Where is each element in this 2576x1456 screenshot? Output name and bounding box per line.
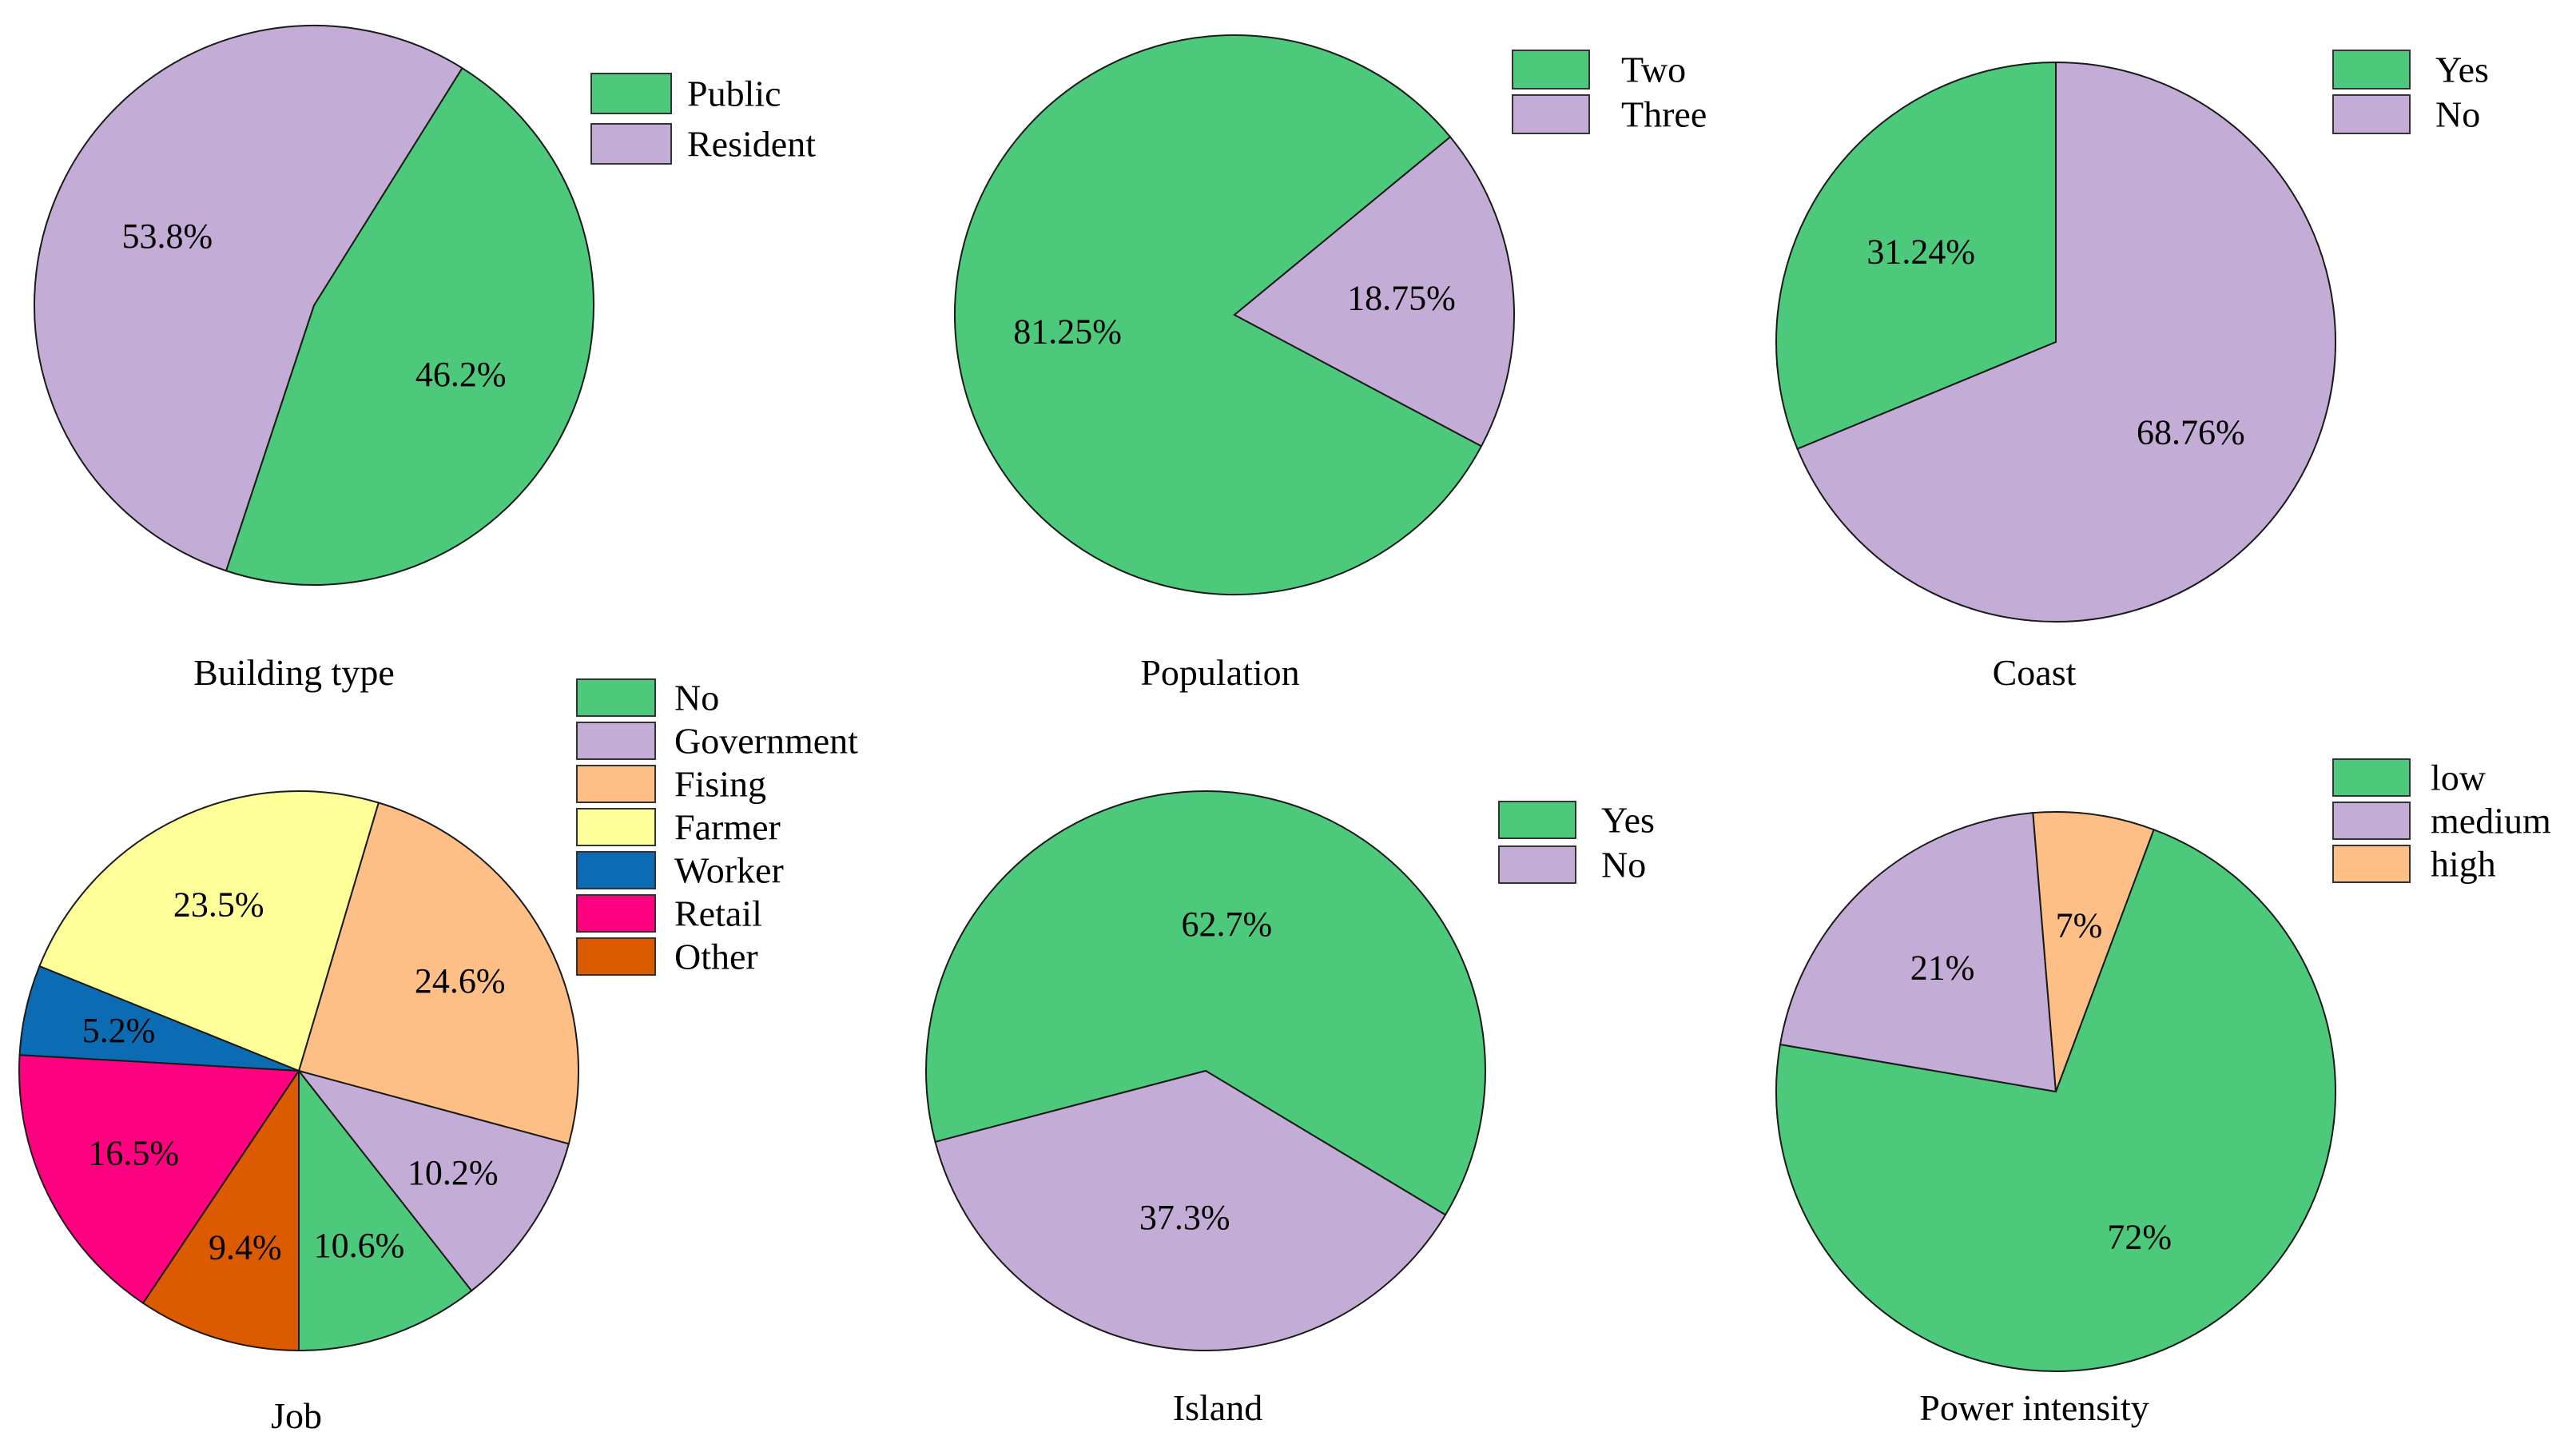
- pie-slice-retail: [18, 1054, 300, 1305]
- slice-value-label: 23.5%: [173, 885, 264, 924]
- legend-label: No: [2435, 94, 2480, 135]
- chart-title: Coast: [1993, 652, 2077, 693]
- legend-label: high: [2431, 844, 2496, 885]
- legend-swatch-public: [590, 73, 672, 114]
- legend-label: Public: [687, 74, 781, 114]
- pie-slice-no: [298, 1068, 473, 1352]
- legend-swatch-medium: [2332, 802, 2411, 840]
- pie-slice-low: [1775, 828, 2336, 1372]
- legend-swatch-yes: [1498, 801, 1576, 839]
- legend-label: Other: [674, 937, 758, 977]
- pie-slice-public: [225, 66, 595, 586]
- slice-value-label: 10.2%: [407, 1153, 499, 1192]
- slice-value-label: 9.4%: [209, 1228, 282, 1267]
- pie-slice-no: [1796, 61, 2336, 623]
- legend-swatch-no: [2332, 94, 2411, 134]
- slice-value-label: 68.76%: [2137, 412, 2245, 452]
- chart-title: Building type: [193, 652, 395, 693]
- legend-swatch-three: [1512, 94, 1590, 134]
- pie-slice-fising: [297, 802, 579, 1145]
- pie-slice-two: [954, 34, 1483, 595]
- slice-value-label: 7%: [2056, 906, 2103, 945]
- pie-slice-farmer: [38, 790, 380, 1072]
- legend-swatch-retail: [576, 894, 656, 933]
- legend-label: Two: [1621, 50, 1686, 90]
- chart-title: Population: [1140, 652, 1299, 693]
- slice-value-label: 21%: [1910, 949, 1975, 988]
- legend-swatch-worker: [576, 851, 656, 889]
- legend-label: Yes: [2435, 50, 2489, 90]
- legend-label: No: [1601, 845, 1646, 885]
- legend-label: Farmer: [674, 807, 781, 848]
- pie-slice-high: [2032, 811, 2155, 1092]
- legend-swatch-low: [2332, 758, 2411, 797]
- legend-swatch-no: [1498, 845, 1576, 884]
- legend-swatch-farmer: [576, 808, 656, 846]
- legend-label: Yes: [1601, 800, 1655, 841]
- legend-label: Government: [674, 721, 858, 762]
- legend-label: Worker: [674, 850, 784, 891]
- legend: Public Resident: [590, 73, 816, 165]
- legend-label: low: [2431, 758, 2487, 798]
- legend-swatch-resident: [590, 123, 672, 165]
- legend-swatch-yes: [2332, 50, 2411, 90]
- chart-title: Island: [1173, 1387, 1262, 1428]
- slice-value-label: 46.2%: [415, 355, 507, 394]
- legend: NoGovernmentFisingFarmerWorkerRetailOthe…: [576, 678, 858, 977]
- legend-swatch-high: [2332, 845, 2411, 883]
- legend-label: Three: [1621, 94, 1707, 135]
- legend-swatch-two: [1512, 50, 1590, 90]
- legend-label: No: [674, 678, 719, 718]
- slice-value-label: 5.2%: [82, 1011, 156, 1050]
- pie-slice-yes: [1775, 61, 2057, 451]
- slice-value-label: 81.25%: [1013, 312, 1122, 352]
- legend-swatch-fising: [576, 765, 656, 803]
- pie-slice-medium: [1779, 812, 2057, 1093]
- pie-slice-yes: [925, 790, 1486, 1216]
- chart-title: Power intensity: [1919, 1387, 2149, 1428]
- pie-chart-job: 10.6%10.2% 24.6% 23.5% 5.2% 16.5% 9.4% Job NoGo…: [18, 678, 858, 1436]
- pie-slice-other: [141, 1068, 300, 1352]
- pie-slice-no: [934, 1069, 1447, 1351]
- chart-title: Job: [271, 1395, 322, 1436]
- slice-value-label: 24.6%: [415, 961, 506, 1001]
- legend-swatch-other: [576, 937, 656, 976]
- pie-slice-resident: [34, 25, 463, 572]
- slice-value-label: 37.3%: [1139, 1198, 1230, 1237]
- legend-label: Fising: [674, 764, 766, 805]
- slice-value-label: 53.8%: [121, 217, 213, 256]
- pie-slice-three: [1233, 135, 1515, 448]
- slice-value-label: 18.75%: [1347, 279, 1456, 318]
- legend-swatch-government: [576, 722, 656, 760]
- legend-label: Retail: [674, 893, 762, 934]
- slice-value-label: 62.7%: [1181, 905, 1272, 944]
- slice-value-label: 16.5%: [88, 1133, 179, 1172]
- legend-label: medium: [2431, 801, 2551, 841]
- legend-label: Resident: [687, 124, 816, 165]
- legend-swatch-no: [576, 678, 656, 717]
- slice-value-label: 31.24%: [1866, 233, 1975, 272]
- slice-value-label: 10.6%: [314, 1226, 405, 1265]
- pie-chart-building-type: 46.2% 53.8% Building type Public Resident: [34, 25, 816, 693]
- slice-value-label: 72%: [2107, 1218, 2172, 1257]
